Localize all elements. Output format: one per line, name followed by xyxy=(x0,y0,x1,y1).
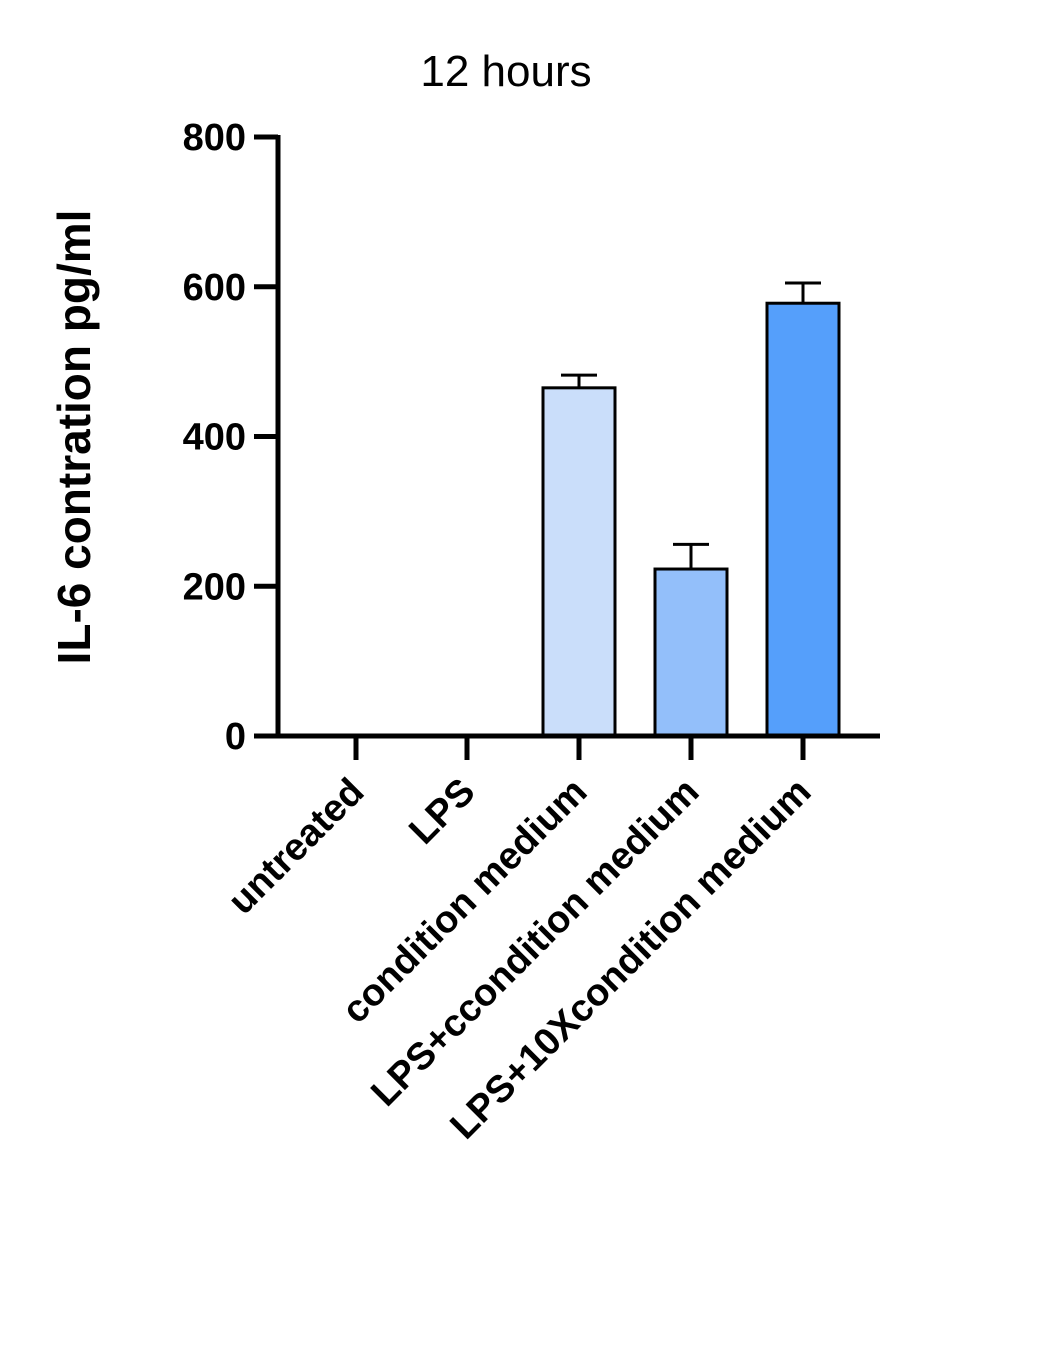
y-tick-label: 0 xyxy=(225,716,246,758)
bar-5 xyxy=(765,301,841,738)
bar-4 xyxy=(653,567,729,738)
error-bars-layer xyxy=(561,281,821,570)
y-axis-label: IL-6 contration pg/ml xyxy=(48,210,100,665)
y-tick-label: 400 xyxy=(183,417,246,459)
y-ticks-layer: 0 200 400 600 800 xyxy=(183,117,278,758)
x-tick-label: untreated xyxy=(220,771,372,923)
y-tick-label: 600 xyxy=(183,267,246,309)
y-tick-label: 800 xyxy=(183,117,246,159)
x-tick-label: LPS xyxy=(401,771,483,853)
bar-3 xyxy=(541,386,617,738)
error-bar-4 xyxy=(673,542,709,570)
y-tick-label: 200 xyxy=(183,566,246,608)
error-bar-5 xyxy=(785,281,821,304)
chart-title: 12 hours xyxy=(420,47,591,96)
error-bar-3 xyxy=(561,373,597,388)
bars-layer xyxy=(541,301,841,738)
